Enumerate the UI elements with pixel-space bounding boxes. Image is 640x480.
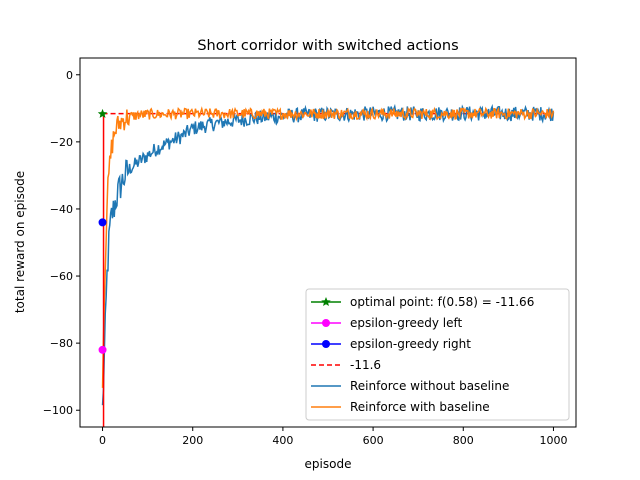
legend-label-5: Reinforce with baseline <box>350 400 490 414</box>
series-2-marker-0 <box>98 218 107 227</box>
x-axis-ticks: 0 200 400 600 800 1000 <box>99 427 567 447</box>
plot-area-frame <box>79 57 577 428</box>
legend-marker-0 <box>321 297 331 307</box>
legend-label-2: epsilon-greedy right <box>350 337 471 351</box>
series-markers <box>97 108 108 354</box>
x-tick-label: 600 <box>363 434 384 447</box>
y-tick-label: −40 <box>50 203 73 216</box>
series-1-marker-0 <box>98 345 107 354</box>
legend-label-0: optimal point: f(0.58) = -11.66 <box>350 295 534 309</box>
legend-label-3: -11.6 <box>350 358 381 372</box>
legend-marker-2 <box>322 340 330 348</box>
y-axis-ticks: 0 −20 −40 −60 −80 −100 <box>43 69 80 417</box>
chart-title: Short corridor with switched actions <box>197 38 458 54</box>
legend-label-1: epsilon-greedy left <box>350 316 463 330</box>
y-tick-label: −60 <box>50 270 73 283</box>
series-lines <box>101 103 555 427</box>
x-tick-label: 400 <box>272 434 293 447</box>
y-tick-label: −100 <box>43 404 73 417</box>
legend-label-4: Reinforce without baseline <box>350 379 509 393</box>
y-tick-label: 0 <box>66 69 73 82</box>
x-tick-label: 1000 <box>539 434 567 447</box>
y-tick-label: −80 <box>50 337 73 350</box>
x-tick-label: 200 <box>182 434 203 447</box>
x-tick-label: 800 <box>453 434 474 447</box>
series-5-line <box>101 106 555 388</box>
legend-marker-1 <box>322 319 330 327</box>
legend-box <box>305 288 570 421</box>
y-axis-label: total reward on episode <box>13 171 27 313</box>
series-0-marker-0 <box>97 108 108 118</box>
x-tick-label: 0 <box>99 434 106 447</box>
legend: optimal point: f(0.58) = -11.66 epsilon-g… <box>305 288 570 421</box>
y-tick-label: −20 <box>50 136 73 149</box>
x-axis-label: episode <box>305 457 352 471</box>
